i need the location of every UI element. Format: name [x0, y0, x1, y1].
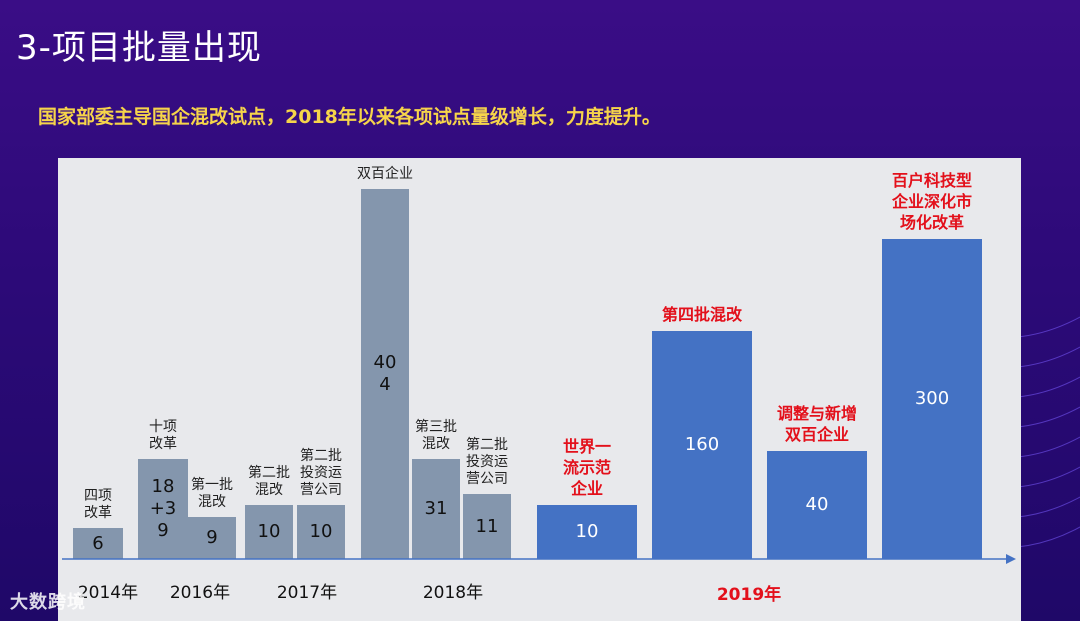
bar-category-label: 调整与新增 双百企业 — [776, 404, 857, 444]
bar-2: 18 +3 9 — [138, 459, 188, 559]
year-label: 2017年 — [276, 583, 338, 603]
bar-value-label: 6 — [92, 532, 104, 554]
page-title: 3-项目批量出现 — [16, 28, 262, 68]
bar-category-label: 百户科技型 企业深化市 场化改革 — [891, 171, 972, 232]
bar-category-label: 四项 改革 — [84, 488, 112, 521]
bar-category-label: 第一批 混改 — [191, 477, 233, 510]
bar-value-label: 9 — [206, 527, 218, 548]
bar-category-label: 双百企业 — [357, 166, 413, 182]
year-label: 2016年 — [169, 583, 231, 603]
bar-value-label: 10 — [575, 521, 599, 542]
bar-category-label: 世界一 流示范 企业 — [562, 437, 611, 498]
bar-12: 300 — [882, 239, 982, 559]
bar-value-label: 11 — [475, 515, 499, 537]
bar-value-label: 160 — [684, 434, 720, 455]
bar-value-label: 40 4 — [373, 352, 397, 395]
bar-category-label: 十项 改革 — [149, 419, 177, 452]
bar-4: 10 — [245, 505, 293, 559]
bar-7: 31 — [412, 459, 460, 559]
bar-10: 160 — [652, 331, 752, 559]
watermark: 大数跨境 — [10, 592, 86, 613]
bar-value-label: 40 — [805, 494, 829, 515]
bar-6: 40 4 — [361, 189, 409, 559]
year-label: 2019年 — [716, 585, 782, 605]
bar-5: 10 — [297, 505, 345, 559]
year-label: 2014年 — [77, 583, 139, 603]
bar-value-label: 10 — [309, 521, 333, 542]
bar-category-label: 第二批 投资运 营公司 — [466, 437, 508, 487]
bar-value-label: 18 +3 9 — [149, 476, 177, 541]
bar-value-label: 31 — [424, 498, 448, 519]
bar-category-label: 第二批 混改 — [248, 465, 290, 498]
year-label: 2018年 — [422, 583, 484, 603]
bar-1: 6 — [73, 528, 123, 559]
bar-value-label: 10 — [257, 521, 281, 542]
bar-9: 10 — [537, 505, 637, 559]
page-subtitle: 国家部委主导国企混改试点，2018年以来各项试点量级增长，力度提升。 — [38, 106, 661, 128]
bar-8: 11 — [463, 494, 511, 559]
bar-3: 9 — [188, 517, 236, 559]
bar-value-label: 300 — [914, 388, 950, 409]
bar-11: 40 — [767, 451, 867, 559]
bar-category-label: 第三批 混改 — [415, 419, 457, 452]
bar-category-label: 第二批 投资运 营公司 — [300, 448, 342, 498]
bar-category-label: 第四批混改 — [661, 305, 742, 324]
